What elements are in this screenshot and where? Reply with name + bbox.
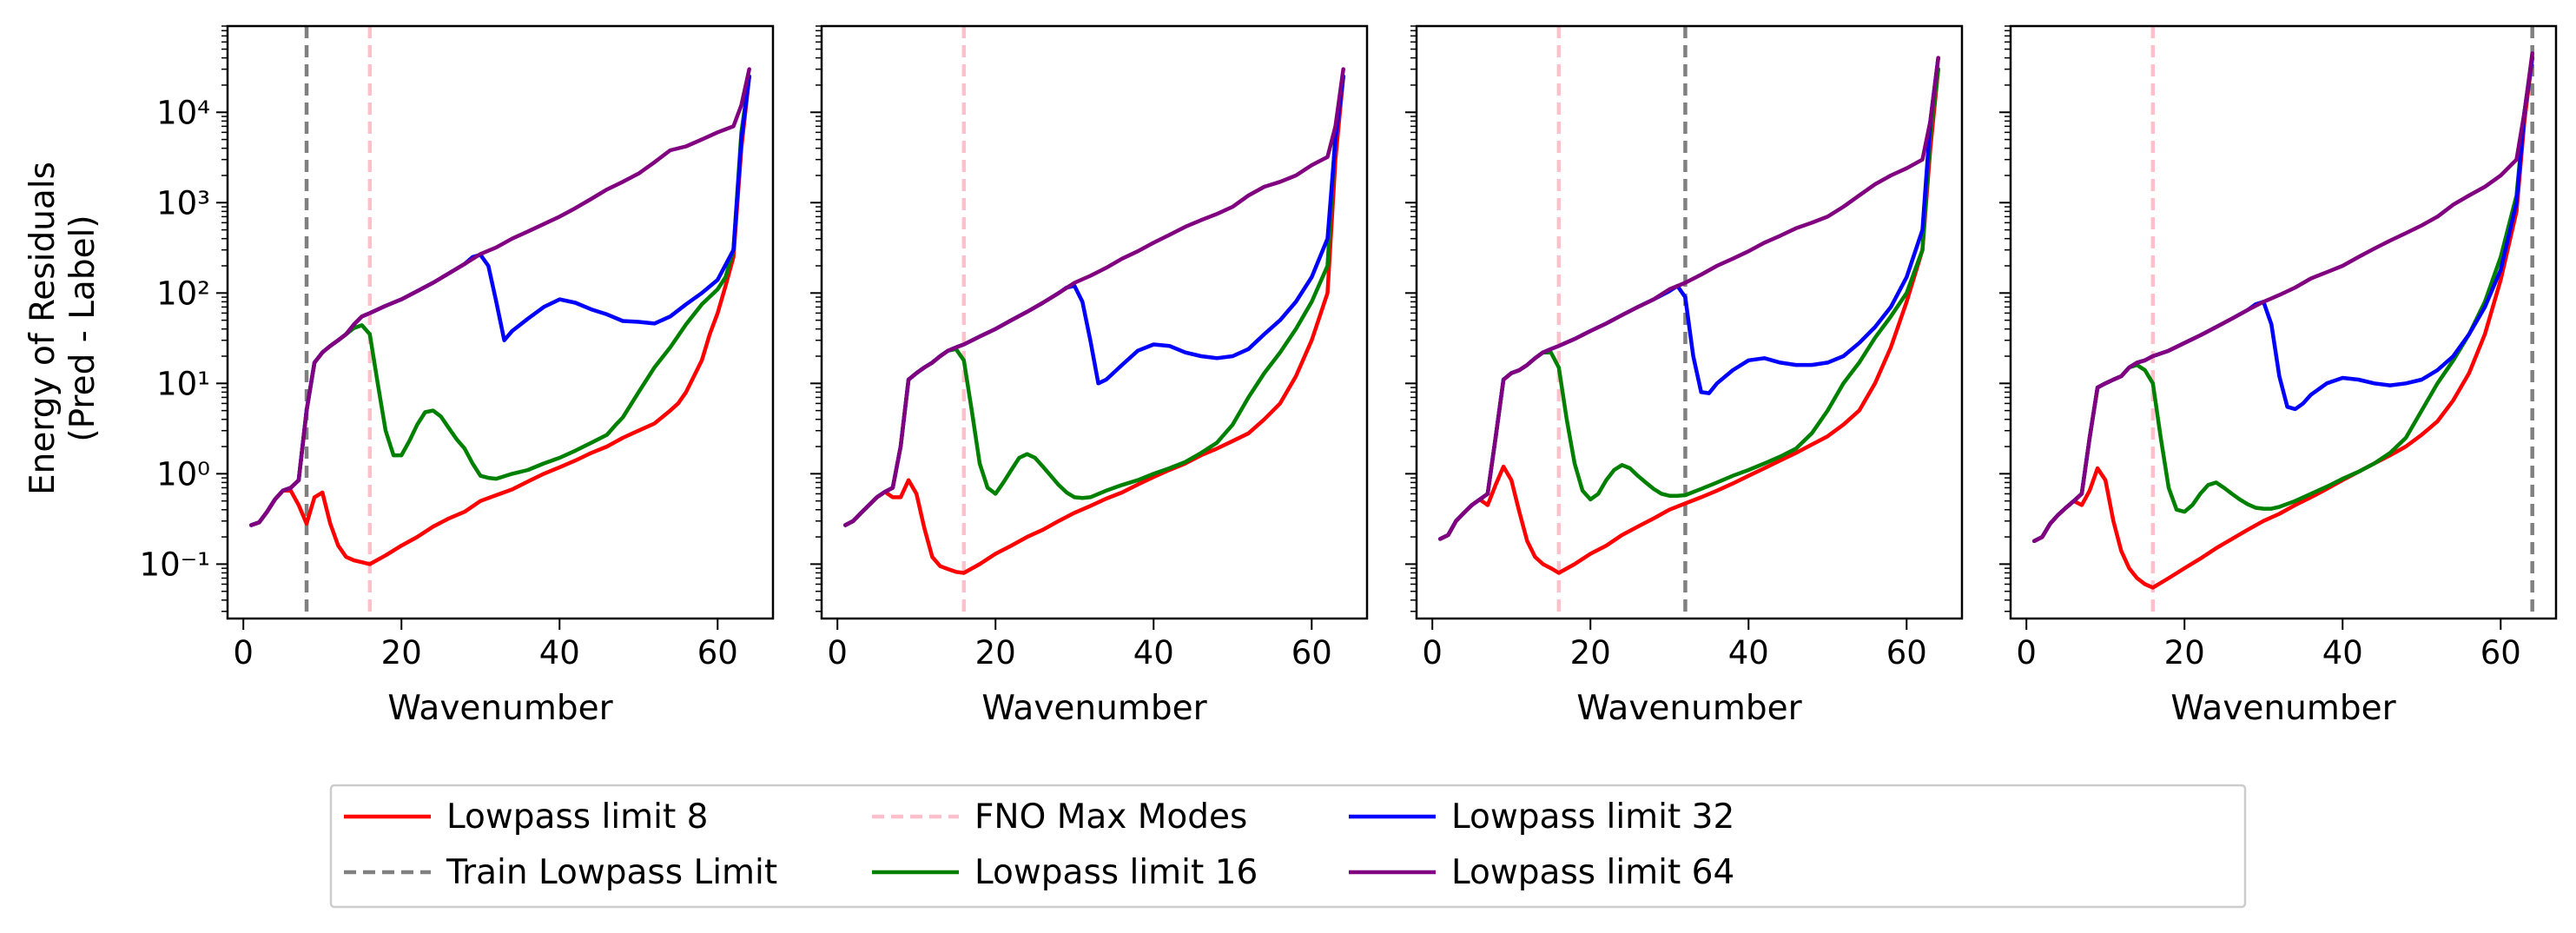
panel-1: 0 20 40 60 10⁻¹ 10⁰ 10¹ 10² 10³ 10⁴ Wavenumber: [140, 24, 775, 728]
y-axis-label-line2: (Pred - Label): [63, 215, 102, 441]
x-tick-label: 60: [1291, 634, 1332, 672]
x-tick-label: 20: [1570, 634, 1611, 672]
x-tick-label: 0: [233, 634, 254, 672]
plot-frame: [1415, 24, 1964, 620]
legend-frame: [329, 784, 2247, 909]
series-line-lp16: [249, 74, 751, 527]
plot-frame: [820, 24, 1369, 620]
legend-label: Lowpass limit 8: [446, 797, 709, 837]
plot-frame: [226, 24, 775, 620]
legend-label: Lowpass limit 32: [1451, 797, 1734, 837]
x-tick-label: 40: [1728, 634, 1769, 672]
legend-entry-lp32: Lowpass limit 32: [1349, 797, 1734, 837]
y-tick-label: 10³: [156, 184, 210, 222]
x-tick-label: 60: [697, 634, 738, 672]
series-line-lp32: [843, 74, 1345, 527]
legend: Lowpass limit 8 Train Lowpass Limit FNO Ma…: [329, 784, 2247, 909]
x-axis-label: Wavenumber: [1576, 689, 1802, 728]
legend-entry-fno-max-modes: FNO Max Modes: [872, 797, 1247, 837]
x-tick-label: 60: [2480, 634, 2521, 672]
y-axis-label-line1: Energy of Residuals: [23, 162, 63, 495]
y-tick-label: 10⁰: [156, 455, 210, 493]
series-line-lp32: [2032, 56, 2534, 544]
y-tick-label: 10²: [156, 275, 210, 312]
series-line-lp16: [2032, 56, 2534, 544]
x-tick-label: 20: [2164, 634, 2205, 672]
y-tick-label: 10⁻¹: [140, 546, 210, 583]
legend-label: Lowpass limit 64: [1451, 853, 1734, 892]
legend-entry-train-limit: Train Lowpass Limit: [344, 853, 777, 892]
series-line-lp8: [2032, 56, 2534, 590]
x-tick-label: 40: [1133, 634, 1174, 672]
y-tick-label: 10⁴: [156, 94, 210, 131]
series-line-lp16: [1438, 67, 1940, 541]
panel-3: 0 20 40 60 Wavenumber: [1405, 24, 1964, 728]
panel-2: 0 20 40 60 Wavenumber: [810, 24, 1369, 728]
legend-entry-lp16: Lowpass limit 16: [872, 853, 1258, 892]
series-line-lp64: [249, 67, 751, 527]
legend-label: FNO Max Modes: [974, 797, 1247, 837]
series-line-lp64: [1438, 56, 1940, 541]
x-tick-label: 40: [539, 634, 580, 672]
legend-label: Train Lowpass Limit: [446, 853, 777, 892]
series-line-lp8: [1438, 67, 1940, 575]
x-tick-label: 20: [381, 634, 422, 672]
legend-entry-lp64: Lowpass limit 64: [1349, 853, 1734, 892]
series-line-lp16: [843, 74, 1345, 527]
x-tick-label: 60: [1886, 634, 1927, 672]
panel-4: 0 20 40 60 Wavenumber: [1999, 24, 2558, 728]
x-axis-label: Wavenumber: [981, 689, 1207, 728]
x-tick-label: 0: [2016, 634, 2037, 672]
y-tick-label: 10¹: [156, 365, 210, 402]
series-line-lp8: [249, 74, 751, 566]
panels: 0 20 40 60 10⁻¹ 10⁰ 10¹ 10² 10³ 10⁴ Wavenumber 0 20 4…: [140, 24, 2558, 728]
series-line-lp64: [843, 67, 1345, 527]
x-tick-label: 0: [827, 634, 848, 672]
series-line-lp8: [843, 74, 1345, 575]
series-line-lp32: [249, 74, 751, 527]
x-axis-label: Wavenumber: [387, 689, 613, 728]
legend-label: Lowpass limit 16: [974, 853, 1258, 892]
x-axis-label: Wavenumber: [2170, 689, 2396, 728]
x-tick-label: 20: [975, 634, 1016, 672]
legend-entry-lp8: Lowpass limit 8: [344, 797, 709, 837]
series-line-lp32: [1438, 56, 1940, 541]
x-tick-label: 0: [1422, 634, 1443, 672]
plot-frame: [2009, 24, 2558, 620]
series-line-lp64: [2032, 51, 2534, 544]
x-tick-label: 40: [2322, 634, 2363, 672]
